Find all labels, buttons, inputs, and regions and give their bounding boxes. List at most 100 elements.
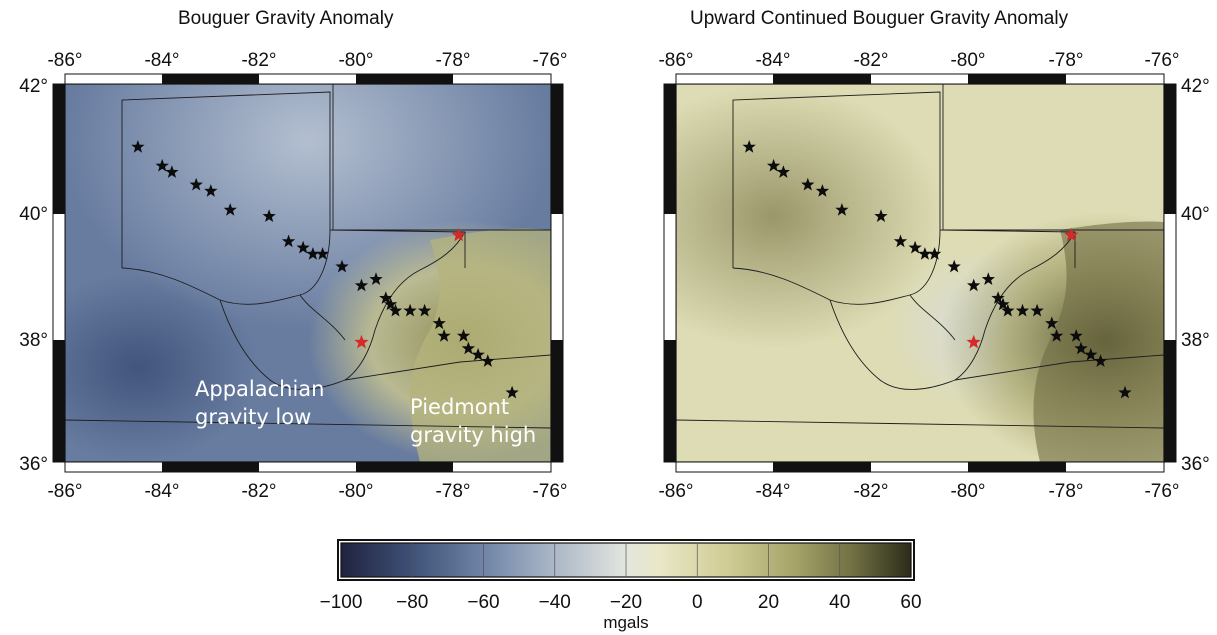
left-border-bottom (64, 461, 552, 473)
station-marker (1001, 303, 1015, 317)
lon-tick-label: -76° (1144, 50, 1179, 71)
lat-tick-label: 38° (1181, 330, 1210, 351)
left-border-east-segment (551, 84, 563, 214)
station-marker (481, 354, 495, 367)
right-map-southeast-zone (1033, 221, 1164, 462)
lon-tick-label: -82° (853, 481, 888, 502)
left-border-west-segment (53, 340, 65, 462)
station-marker (835, 203, 849, 216)
lon-tick-label: -78° (1048, 50, 1083, 71)
station-marker (947, 259, 961, 273)
colorbar-tick-label: 20 (758, 592, 779, 613)
colorbar-tick-label: 0 (692, 592, 703, 613)
left-lat-labels: 42° 40° 38° 36° (19, 76, 48, 475)
station-marker (505, 385, 519, 399)
station-marker (437, 329, 451, 342)
lon-tick-label: -80° (950, 481, 985, 502)
station-marker (815, 184, 830, 197)
station-marker (908, 240, 922, 254)
right-border-west-segment (664, 340, 676, 462)
lon-tick-label: -84° (755, 50, 790, 71)
station-marker (893, 234, 908, 248)
right-border-bottom-segment (773, 462, 871, 472)
left-border-top-segment (356, 74, 453, 84)
lon-tick-label: -82° (241, 481, 276, 502)
station-marker (766, 158, 781, 172)
left-panel-title: Bouguer Gravity Anomaly (178, 8, 394, 29)
colorbar-tick-label: −20 (610, 592, 642, 613)
lat-tick-label: 42° (19, 76, 48, 97)
left-border-bottom-segment (356, 462, 453, 472)
station-marker (918, 247, 932, 260)
lon-tick-label: -78° (435, 481, 470, 502)
lat-tick-label: 40° (1181, 204, 1210, 225)
station-marker (1084, 347, 1098, 361)
station-marker (165, 165, 179, 178)
lon-tick-label: -86° (658, 481, 693, 502)
station-marker-highlight (451, 227, 466, 242)
left-lon-labels-top: -86° -84° -82° -80° -78° -76° (47, 50, 567, 71)
left-station-markers (131, 140, 519, 399)
left-lon-labels-bottom: -86° -84° -82° -80° -78° -76° (47, 481, 567, 502)
left-border-east-segment (551, 340, 563, 462)
right-border-bottom (675, 461, 1165, 473)
station-marker (354, 278, 369, 292)
station-marker (418, 303, 432, 317)
lat-tick-label: 38° (19, 330, 48, 351)
lon-tick-label: -80° (950, 50, 985, 71)
station-marker (296, 240, 310, 254)
station-marker (874, 209, 888, 222)
colorbar-tick-label: −80 (396, 592, 428, 613)
right-border-east-segment (1164, 84, 1176, 214)
piedmont-label: Piedmont (410, 395, 509, 419)
appalachian-label: Appalachian (195, 377, 324, 401)
station-marker (379, 291, 393, 304)
station-marker-highlight (966, 334, 981, 349)
right-border-bottom-segment (968, 462, 1066, 472)
lon-tick-label: -80° (338, 481, 373, 502)
station-marker (1074, 341, 1088, 355)
piedmont-label-line2: gravity high (410, 423, 536, 447)
left-map-piedmont-zone (410, 228, 551, 462)
station-marker (1118, 385, 1132, 399)
station-marker (432, 316, 446, 330)
left-map-border (52, 73, 564, 473)
station-marker (315, 247, 330, 260)
right-border-top-segment (773, 74, 871, 84)
lon-tick-label: -84° (144, 50, 179, 71)
right-lon-labels-bottom: -86° -84° -82° -80° -78° -76° (658, 481, 1179, 502)
lat-tick-label: 36° (19, 454, 48, 475)
right-border-top (675, 73, 1165, 85)
lon-tick-label: -86° (47, 50, 82, 71)
station-marker (471, 347, 485, 361)
right-lat-labels: 42° 40° 38° 36° (1181, 76, 1210, 475)
station-marker (981, 272, 995, 285)
right-station-markers (742, 140, 1132, 399)
lon-tick-label: -76° (532, 481, 567, 502)
station-marker (928, 247, 942, 260)
station-marker (189, 177, 203, 191)
station-marker (388, 303, 403, 317)
station-marker-highlight (354, 334, 369, 349)
station-marker (1069, 329, 1083, 342)
station-marker (742, 140, 756, 153)
station-marker (369, 272, 383, 285)
lon-tick-label: -84° (144, 481, 179, 502)
lon-tick-label: -82° (853, 50, 888, 71)
station-marker (204, 184, 218, 197)
station-marker-highlight (1064, 227, 1079, 242)
lon-tick-label: -78° (1048, 481, 1083, 502)
lon-tick-label: -76° (532, 50, 567, 71)
station-marker (1015, 303, 1030, 317)
left-border-bottom-segment (162, 462, 259, 472)
station-marker (1045, 316, 1059, 330)
right-map-border (663, 73, 1177, 473)
left-border-top-segment (162, 74, 259, 84)
lon-tick-label: -84° (755, 481, 790, 502)
station-marker (456, 329, 471, 342)
lon-tick-label: -78° (435, 50, 470, 71)
colorbar-tick-label: 60 (900, 592, 921, 613)
left-border-west-segment (53, 84, 65, 214)
lat-tick-label: 40° (19, 204, 48, 225)
